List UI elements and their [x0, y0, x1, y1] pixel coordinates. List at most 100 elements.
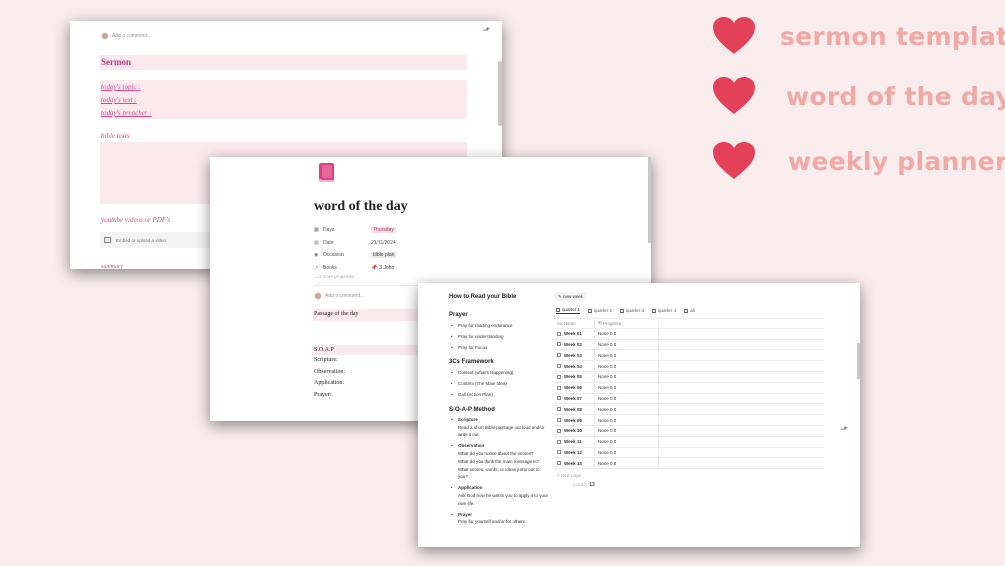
table-row[interactable]: Week 06 None 0.0 [554, 382, 824, 394]
property-value: bible plan [371, 252, 397, 259]
page-icon [557, 364, 561, 369]
name-cell[interactable]: Week 09 [554, 415, 595, 425]
soap-block: S.O.A.P [313, 345, 423, 355]
tab-label: quarter 2 [594, 308, 613, 313]
name-cell[interactable]: Week 03 [554, 350, 595, 361]
summary-label: summary [101, 264, 123, 269]
table-icon [588, 308, 593, 313]
comment-bar[interactable]: Add a comment... [101, 32, 151, 40]
tab-quarter-2[interactable]: quarter 2 [588, 307, 612, 314]
observation-line[interactable]: Observation: [314, 368, 345, 375]
heart-icon [713, 142, 755, 179]
text-field[interactable]: today's text : [101, 96, 137, 104]
table-row[interactable]: Week 04 None 0.0 [554, 361, 824, 372]
table-row[interactable]: Week 10 None 0.0 [554, 425, 824, 437]
item-desc: Pray for yourself and/or for others. [458, 519, 527, 525]
name-cell[interactable]: Week 13 [554, 458, 595, 469]
progress-cell[interactable]: None 0.0 [595, 425, 659, 436]
progress-cell[interactable]: None 0.0 [595, 458, 659, 469]
progress-cell[interactable]: None 0.0 [595, 436, 659, 447]
tab-quarter-4[interactable]: quarter 4 [652, 307, 676, 314]
bible-reading-guide: How to Read your Bible Prayer Pray for r… [449, 294, 549, 532]
topic-field[interactable]: today's topic : [101, 83, 141, 91]
count-label: COUNT [573, 482, 588, 487]
column-header-name[interactable]: Aa Name [554, 319, 595, 328]
page-icon [557, 331, 561, 336]
progress-cell[interactable]: None 0.0 [595, 361, 659, 371]
property-name: Date [323, 239, 334, 246]
name-cell[interactable]: Week 12 [554, 447, 595, 458]
name-cell[interactable]: Week 08 [554, 404, 595, 415]
feature-item: word of the day [712, 76, 1005, 116]
property-row[interactable]: ◉ Occasion bible plan [314, 249, 514, 262]
table-row[interactable]: Week 13 None 0.0 [554, 458, 824, 470]
name-cell[interactable]: Week 04 [554, 361, 595, 371]
section-heading: Prayer [449, 312, 468, 318]
progress-cell[interactable]: None 0.0 [595, 404, 659, 415]
table-row[interactable]: Week 08 None 0.0 [554, 404, 824, 416]
name-cell[interactable]: Week 01 [554, 328, 595, 339]
progress-cell[interactable]: None 0.0 [595, 382, 659, 393]
application-line[interactable]: Application: [314, 380, 344, 386]
progress-cell[interactable]: None 0.0 [595, 328, 659, 339]
tab-quarter-3[interactable]: quarter 3 [620, 307, 644, 314]
table-icon [620, 308, 625, 313]
tab-label: quarter 3 [626, 308, 645, 313]
progress-cell[interactable]: None 0.0 [595, 415, 659, 425]
name-cell[interactable]: Week 06 [554, 382, 595, 393]
name-cell[interactable]: Week 07 [554, 393, 595, 404]
heart-icon [713, 77, 755, 114]
date-icon: ▤ [314, 239, 319, 246]
preacher-field[interactable]: today's preacher : [101, 109, 152, 117]
embed-video-button[interactable]: Embed or upload a video [100, 232, 210, 248]
table-row[interactable]: Week 07 None 0.0 [554, 393, 824, 405]
table-row[interactable]: Week 12 None 0.0 [554, 447, 824, 459]
name-cell[interactable]: Week 02 [554, 339, 595, 350]
comment-bar[interactable]: Add a comment... [314, 292, 364, 300]
progress-cell[interactable]: None 0.0 [595, 371, 659, 382]
feature-list: sermon template word of the day weekly p… [706, 0, 1005, 200]
feature-label: weekly planner [788, 146, 1005, 176]
edit-icon: ✎ [558, 294, 562, 299]
table-row[interactable]: Week 05 None 0.0 [554, 371, 824, 383]
tab-all[interactable]: all [684, 307, 695, 314]
feature-item: weekly planner [712, 141, 1005, 181]
new-week-button[interactable]: ✎ new week [554, 292, 588, 302]
more-properties-toggle[interactable]: ⌄ 3 more properties [314, 274, 355, 279]
soap-label: S.O.A.P [314, 347, 334, 353]
scrollbar[interactable] [648, 157, 651, 243]
scrollbar[interactable] [498, 61, 502, 126]
name-cell[interactable]: Week 10 [554, 425, 595, 436]
comment-placeholder: Add a comment... [112, 33, 152, 39]
property-row[interactable]: ▤ Date 21/11/2024 [314, 237, 514, 250]
week-name: Week 04 [564, 363, 582, 369]
property-row[interactable]: ↗ Books 📌 3 John [314, 262, 514, 275]
progress-cell[interactable]: None 0.0 [595, 447, 659, 458]
page-icon [557, 385, 561, 390]
property-value[interactable]: 📌 3 John [371, 265, 394, 271]
progress-cell[interactable]: None 0.0 [595, 339, 659, 350]
soap-method-list: Scripture Read a short Bible passage out… [449, 416, 549, 526]
progress-cell[interactable]: None 0.0 [595, 350, 659, 361]
prayer-line[interactable]: Prayer: [314, 391, 332, 398]
table-icon [556, 307, 560, 312]
week-name: Week 03 [564, 352, 582, 358]
table-row[interactable]: Week 09 None 0.0 [554, 415, 824, 426]
column-header-progress[interactable]: ⊞ Progress [595, 319, 659, 328]
scripture-line[interactable]: Scripture: [314, 357, 338, 363]
table-row[interactable]: Week 01 None 0.0 [554, 328, 824, 340]
tab-quarter-1[interactable]: quarter 1 [556, 307, 581, 314]
property-row[interactable]: ▦ Days Thursday [314, 224, 514, 237]
new-page-button[interactable]: + New page [557, 473, 582, 479]
name-cell[interactable]: Week 11 [554, 436, 595, 447]
table-row[interactable]: Week 11 None 0.0 [554, 436, 824, 448]
pin-icon: 📌 [371, 264, 378, 271]
name-cell[interactable]: Week 05 [554, 371, 595, 382]
table-row[interactable]: Week 02 None 0.0 [554, 339, 824, 351]
table-row[interactable]: Week 03 None 0.0 [554, 350, 824, 362]
progress-cell[interactable]: None 0.0 [595, 393, 659, 404]
scrollbar[interactable] [857, 343, 860, 379]
week-name: Week 01 [564, 331, 582, 337]
tab-label: quarter 1 [562, 307, 581, 312]
property-value: Thursday [371, 227, 396, 234]
